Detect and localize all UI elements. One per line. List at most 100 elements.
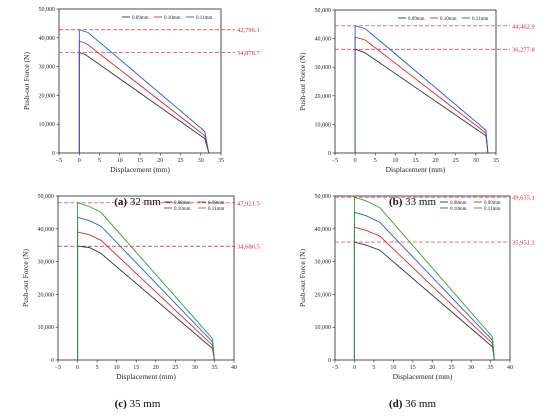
x-tick-label: 10 (114, 365, 120, 371)
panel-caption: (c) 35 mm (115, 398, 161, 410)
legend-label: 0.08mm (174, 201, 191, 206)
x-tick-label: 20 (429, 365, 435, 371)
x-tick-label: 20 (157, 158, 163, 164)
caption-text: 35 mm (127, 398, 161, 410)
series-line-0.10mm (78, 40, 210, 154)
x-tick-label: 10 (390, 365, 396, 371)
caption-text: 32 mm (127, 196, 161, 208)
chart-panel-4: −5 0 5 10 15 20 25 30 35 40010,00020,00030,00040,… (298, 194, 535, 410)
x-tick-label: 5 (372, 365, 375, 371)
legend-label: 0.08mm (450, 201, 467, 206)
x-tick-label: 30 (198, 158, 204, 164)
x-tick-label: 25 (172, 365, 178, 371)
y-tick-label: 10,000 (315, 122, 332, 128)
x-tick-label: 5 (374, 158, 377, 164)
legend-label: 0.10mm (440, 17, 457, 22)
x-tick-label: 25 (449, 365, 455, 371)
x-tick-label: 35 (211, 365, 217, 371)
series-line-0.10mm (354, 36, 489, 154)
panel-caption: (a) 32 mm (114, 196, 161, 208)
series-line-0.08mm (353, 241, 495, 361)
x-axis-label: Displacement (mm) (393, 372, 453, 381)
legend-label: 0.09mm (132, 16, 149, 21)
y-tick-label: 20,000 (315, 94, 332, 100)
legend-label: 0.11mm (208, 207, 224, 212)
x-axis-label: Displacement (mm) (110, 165, 170, 174)
x-tick-label: 35 (488, 365, 494, 371)
y-axis-label: Push-out Force (N) (22, 52, 31, 110)
series-line-0.11mm (353, 196, 495, 361)
panel-caption: (d) 36 mm (389, 398, 437, 410)
x-tick-label: 5 (96, 365, 99, 371)
plot-frame (334, 9, 497, 154)
legend-label: 0.11mm (196, 16, 212, 21)
legend: 0.09mm 0.10mm 0.11mm (398, 17, 488, 22)
y-tick-label: 30,000 (315, 65, 332, 71)
y-tick-label: 50,000 (38, 194, 55, 200)
x-axis-label: Displacement (mm) (386, 165, 446, 174)
y-tick-label: 50,000 (39, 7, 56, 13)
y-tick-label: 30,000 (38, 260, 55, 266)
legend-label: 0.10mm (174, 207, 191, 212)
x-tick-label: −5 (332, 365, 338, 371)
series-line-0.11mm (78, 29, 210, 154)
x-tick-label: 5 (98, 158, 101, 164)
caption-letter: (a) (114, 196, 127, 208)
chart-panel-1: −5 0 5 10 15 20 25 30 35010,00020,00030,00040,00… (22, 7, 261, 208)
x-tick-label: −5 (332, 158, 338, 164)
x-tick-label: 40 (231, 365, 237, 371)
reference-value-label: 34,878.7 (237, 50, 261, 57)
x-tick-label: 0 (76, 365, 79, 371)
caption-text: 33 mm (402, 196, 436, 208)
caption-letter: (c) (115, 398, 128, 410)
y-tick-label: 50,000 (315, 194, 332, 200)
reference-value-label: 49,635.1 (512, 195, 535, 202)
y-tick-label: 40,000 (39, 36, 56, 42)
y-axis-label: Push-out Force (N) (21, 249, 30, 307)
reference-value-label: 34,686.5 (237, 244, 260, 251)
legend: 0.08mm 0.09mm 0.10mm 0.11mm (440, 201, 501, 212)
y-tick-label: 40,000 (38, 227, 55, 233)
y-tick-label: 10,000 (315, 325, 332, 331)
y-tick-label: 0 (328, 151, 331, 157)
x-tick-label: 20 (433, 158, 439, 164)
y-tick-label: 30,000 (39, 65, 56, 71)
x-tick-label: −5 (55, 365, 61, 371)
series-line-0.09mm (78, 51, 210, 154)
reference-value-label: 44,462.9 (512, 23, 535, 30)
x-tick-label: 30 (473, 158, 479, 164)
y-tick-label: 50,000 (315, 8, 332, 14)
x-tick-label: 15 (410, 365, 416, 371)
x-tick-label: 40 (507, 365, 513, 371)
legend-label: 0.09mm (408, 17, 425, 22)
y-tick-label: 0 (328, 358, 331, 364)
x-tick-label: 25 (453, 158, 459, 164)
reference-value-label: 42,796.1 (237, 27, 260, 34)
reference-value-label: 47,921.5 (237, 200, 260, 207)
y-tick-label: 40,000 (315, 227, 332, 233)
x-tick-label: −5 (56, 158, 62, 164)
caption-letter: (d) (389, 398, 403, 410)
x-tick-label: 30 (192, 365, 198, 371)
caption-letter: (b) (389, 196, 403, 208)
reference-value-label: 35,951.2 (512, 240, 535, 247)
series-line-0.09mm (353, 226, 495, 361)
x-tick-label: 30 (468, 365, 474, 371)
x-tick-label: 35 (218, 158, 224, 164)
y-tick-label: 20,000 (315, 292, 332, 298)
legend-label: 0.10mm (164, 16, 181, 21)
plot-frame (334, 195, 511, 361)
x-tick-label: 20 (153, 365, 159, 371)
legend-label: 0.11mm (472, 17, 488, 22)
x-axis-label: Displacement (mm) (116, 372, 176, 381)
x-tick-label: 0 (78, 158, 81, 164)
x-tick-label: 10 (117, 158, 123, 164)
x-tick-label: 0 (353, 365, 356, 371)
y-tick-label: 0 (52, 151, 55, 157)
x-tick-label: 25 (178, 158, 184, 164)
x-tick-label: 35 (493, 158, 499, 164)
y-tick-label: 10,000 (39, 122, 56, 128)
legend: 0.08mm 0.09mm 0.10mm 0.11mm (164, 201, 225, 212)
